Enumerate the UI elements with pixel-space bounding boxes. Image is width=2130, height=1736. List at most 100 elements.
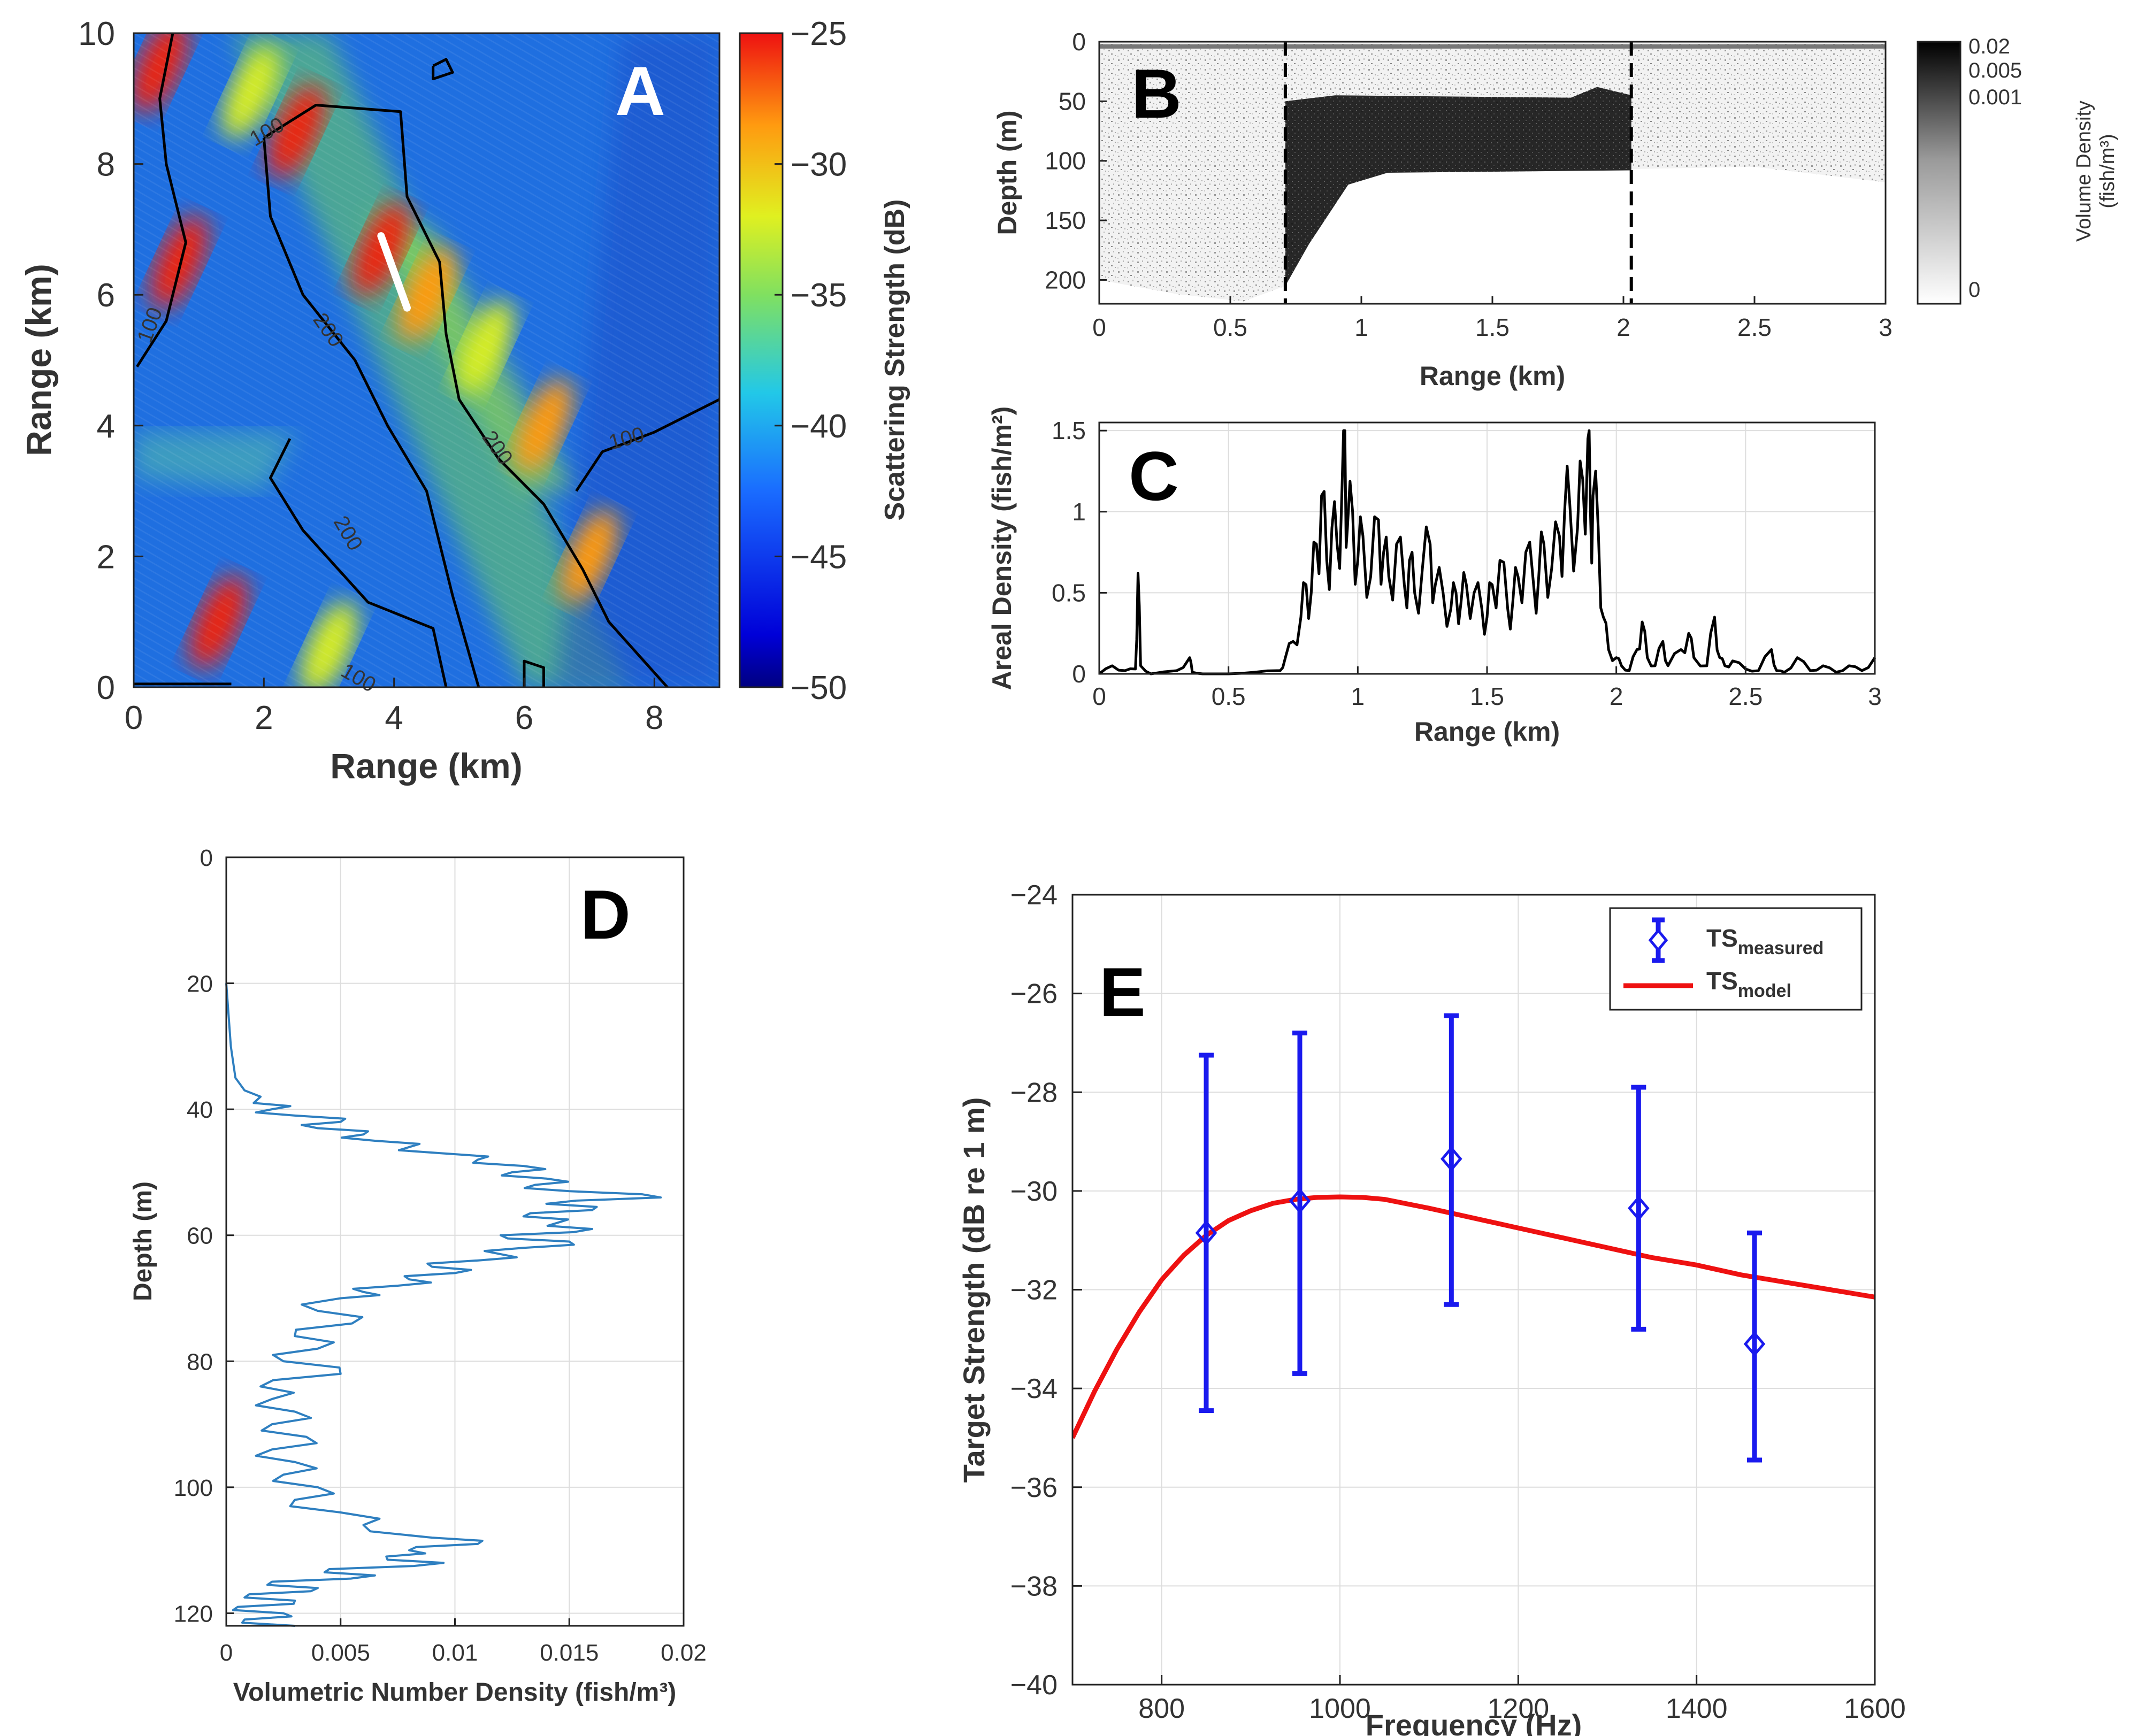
chart-d-ytick-label: 80 [187, 1349, 213, 1375]
chart-e-xtick-label: 1600 [1844, 1693, 1906, 1724]
chart-b-colorbar-tick-label: 0.005 [1968, 59, 2022, 82]
chart-b-svg: 0 0.5 1 1.5 2 2.5 3 0 50 100 150 200 Range (km) De… [992, 28, 2119, 391]
chart-b-ylabel: Depth (m) [992, 110, 1022, 235]
chart-d-xtick-label: 0.005 [311, 1640, 370, 1666]
chart-c-xtick-label: 0.5 [1212, 682, 1246, 710]
chart-a-contour [575, 398, 719, 492]
chart-e-xtick-label: 800 [1138, 1693, 1185, 1724]
chart-d-xtick-label: 0.015 [540, 1640, 599, 1666]
chart-e-ytick-label: −28 [1010, 1077, 1058, 1108]
chart-b-xtick-label: 0 [1092, 313, 1106, 341]
panel-e: 800 1000 1200 1400 1600 −24 −26 −28 −30 −32 −34 −3… [909, 802, 2130, 1736]
chart-b-xtick-label: 1.5 [1475, 313, 1510, 341]
chart-b-panel-letter: B [1131, 55, 1182, 133]
chart-b-ytick-label: 150 [1045, 206, 1086, 234]
chart-e-measured-point [1289, 1188, 1311, 1214]
chart-b-colorbar-label: Volume Density [2073, 101, 2095, 242]
chart-d-xtick-label: 0.02 [661, 1640, 707, 1666]
legend-measured-diamond [1648, 928, 1668, 952]
chart-e-measured-point [1441, 1146, 1462, 1172]
chart-e-legend: TSmeasured TSmodel [1609, 907, 1863, 1011]
chart-d-ylabel: Depth (m) [129, 1181, 157, 1301]
chart-c-trace [1098, 429, 1876, 675]
legend-measured-label: TSmeasured [1706, 924, 1823, 958]
chart-c-xtick-label: 3 [1868, 682, 1882, 710]
chart-d-xtick-label: 0.01 [432, 1640, 478, 1666]
chart-b-xlabel: Range (km) [1420, 361, 1565, 391]
chart-e-ytick-label: −40 [1010, 1670, 1058, 1701]
chart-d-ytick-label: 100 [174, 1475, 213, 1501]
chart-b-colorbar-tick-label: 0.001 [1968, 86, 2022, 109]
chart-a-ylabel: Range (km) [19, 264, 58, 456]
chart-c-xtick-label: 1.5 [1470, 682, 1504, 710]
chart-a-xtick-label: 2 [255, 700, 273, 736]
chart-b-colorbar-tick-label: 0.02 [1968, 35, 2010, 58]
chart-c-xtick-label: 0 [1092, 682, 1106, 710]
chart-a-contour [262, 137, 480, 687]
chart-e-ytick-label: −32 [1010, 1275, 1058, 1306]
chart-e-measured-point [1195, 1220, 1217, 1246]
chart-b-fish-school [1285, 87, 1631, 286]
chart-a-panel-letter: A [615, 52, 665, 130]
chart-d-ytick-label: 120 [174, 1601, 213, 1627]
chart-e-svg: 800 1000 1200 1400 1600 −24 −26 −28 −30 −32 −34 −3… [957, 880, 1906, 1736]
chart-b-ytick-label: 50 [1059, 87, 1086, 115]
chart-c-ytick-label: 0 [1072, 660, 1086, 688]
chart-a-colorbar-tick-label: −25 [791, 16, 847, 52]
chart-c-ylabel: Areal Density (fish/m²) [987, 406, 1017, 690]
chart-a-colorbar-tick-label: −40 [791, 408, 847, 445]
chart-a-xlabel: Range (km) [330, 746, 522, 786]
chart-b-xtick-label: 2.5 [1737, 313, 1772, 341]
chart-a-colorbar-tick-label: −35 [791, 277, 847, 314]
chart-a-contour [135, 33, 187, 368]
chart-e-xtick-label: 1400 [1666, 1693, 1728, 1724]
chart-a-contour [263, 104, 669, 687]
chart-e-measured-point [1743, 1331, 1766, 1357]
chart-c-xlabel: Range (km) [1414, 717, 1560, 747]
chart-a-colorbar [739, 32, 784, 688]
chart-d-ytick-label: 0 [200, 845, 213, 871]
chart-d-svg: 0 0.005 0.01 0.015 0.02 0 20 40 60 80 100 120 Volu… [129, 845, 707, 1707]
legend-model-label: TSmodel [1706, 967, 1791, 1001]
chart-c-panel-letter: C [1129, 437, 1179, 515]
chart-b-colorbar [1917, 41, 1962, 305]
chart-a-xtick-label: 0 [125, 700, 143, 736]
chart-b-xtick-label: 0.5 [1213, 313, 1247, 341]
chart-b-xtick-label: 1 [1354, 313, 1368, 341]
chart-c-xtick-label: 2.5 [1728, 682, 1763, 710]
chart-c-ytick-label: 0.5 [1052, 579, 1086, 606]
chart-e-model-curve [1072, 1194, 1875, 1439]
chart-d-panel-letter: D [580, 875, 631, 954]
chart-e-panel-letter: E [1099, 953, 1146, 1031]
chart-a-contour [523, 659, 545, 687]
chart-a-xtick-label: 8 [645, 700, 663, 736]
chart-a-white-track [377, 232, 411, 312]
chart-a-ytick-label: 6 [97, 277, 115, 314]
chart-a-colorbar-label: Scattering Strength (dB) [879, 199, 910, 521]
chart-b-ytick-label: 0 [1072, 28, 1086, 56]
legend-measured-marker [1648, 917, 1668, 963]
chart-c-ytick-label: 1 [1072, 498, 1086, 526]
chart-c-xtick-label: 1 [1351, 682, 1365, 710]
chart-a-contour [269, 438, 448, 687]
panel-d: 0 0.005 0.01 0.015 0.02 0 20 40 60 80 100 120 Volu… [0, 802, 776, 1736]
chart-a-ytick-label: 4 [97, 408, 115, 445]
chart-e-ytick-label: −30 [1010, 1176, 1058, 1207]
chart-a-ytick-label: 2 [97, 539, 115, 575]
chart-d-ytick-label: 60 [187, 1223, 213, 1249]
chart-e-ytick-label: −36 [1010, 1472, 1058, 1503]
chart-e-xtick-label: 1000 [1309, 1693, 1371, 1724]
chart-e-measured-point [1628, 1195, 1650, 1222]
chart-e-ytick-label: −26 [1010, 979, 1058, 1010]
chart-b-xtick-label: 2 [1616, 313, 1630, 341]
chart-a-colorbar-tick-label: −45 [791, 539, 847, 575]
chart-b-colorbar-tick-label: 0 [1968, 278, 1980, 302]
chart-a-contour [432, 58, 454, 81]
chart-e-ylabel: Target Strength (dB re 1 m) [957, 1097, 991, 1483]
chart-b-ytick-label: 100 [1045, 147, 1086, 175]
chart-e-xlabel: Frequency (Hz) [1366, 1708, 1582, 1736]
chart-a-colorbar-tick-label: −30 [791, 147, 847, 183]
chart-c-svg: 0 0.5 1 1.5 2 2.5 3 0 0.5 1 1.5 Range (km) Areal … [987, 406, 1882, 747]
